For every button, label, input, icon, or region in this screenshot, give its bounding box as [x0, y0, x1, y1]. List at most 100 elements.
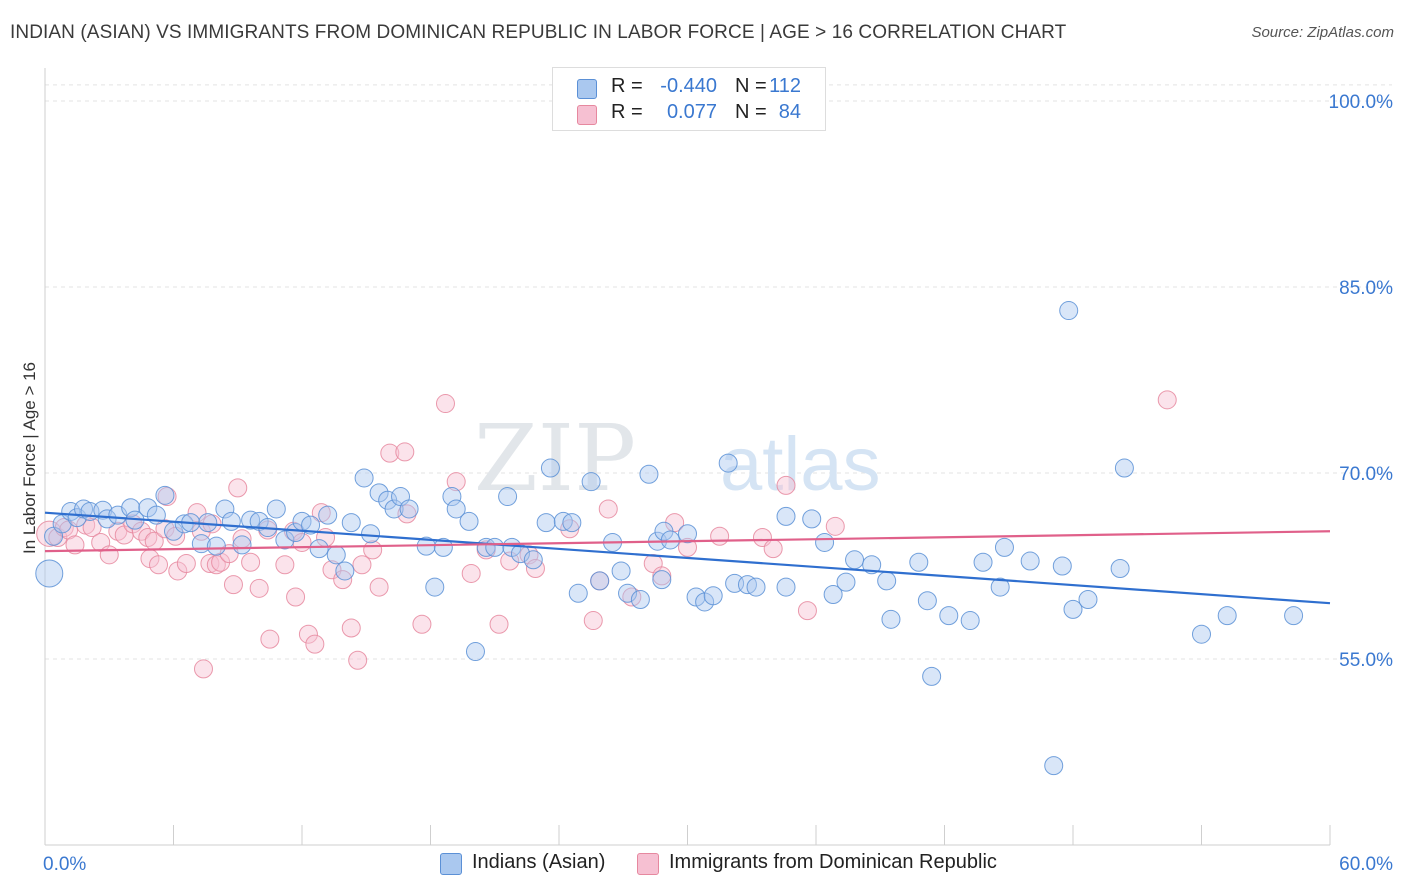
indian-point: [442, 487, 462, 507]
bottom-legend-label: Immigrants from Dominican Republic: [669, 851, 997, 873]
dominican-point: [363, 540, 383, 560]
indian-point: [459, 511, 479, 531]
legend-r-label: R =: [611, 75, 643, 97]
indian-point: [590, 571, 610, 591]
dominican-point: [65, 535, 85, 555]
indian-point: [1192, 624, 1211, 644]
indian-point: [206, 536, 226, 556]
legend-r-value: -0.440: [660, 75, 717, 97]
dominican-point: [461, 563, 481, 583]
data-points: [35, 301, 1304, 776]
indian-point: [1052, 556, 1072, 576]
indian-point: [384, 499, 404, 519]
indian-point: [703, 586, 723, 606]
indian-point: [326, 545, 346, 565]
indian-point: [990, 577, 1010, 597]
bottom-legend-label: Indians (Asian): [472, 851, 606, 873]
tick-labels: 55.0% 70.0% 85.0% 100.0% 0.0% 60.0%: [43, 92, 1393, 875]
indian-point: [1020, 551, 1040, 571]
indian-point: [611, 561, 631, 581]
indian-point: [498, 487, 518, 507]
indian-point: [286, 523, 306, 543]
dominican-point: [298, 624, 318, 644]
bottom-legend-swatch-blue: [440, 853, 462, 875]
watermark: ZIP atlas: [474, 405, 881, 512]
indian-point: [877, 571, 897, 591]
axes: [44, 68, 1331, 846]
indian-point: [823, 585, 843, 605]
indian-point: [232, 535, 252, 555]
y-tick-label: 70.0%: [1339, 464, 1393, 485]
dominican-point: [825, 516, 845, 536]
legend-r-value: 0.077: [666, 101, 717, 123]
legend-n-value: 84: [778, 101, 801, 123]
dominican-point: [710, 526, 730, 546]
indian-point: [536, 513, 556, 533]
legend-n-label: N =: [735, 75, 767, 97]
bottom-legend-swatch-pink: [637, 853, 659, 875]
indian-point: [678, 524, 697, 544]
dominican-point: [241, 552, 261, 572]
dominican-point: [305, 634, 325, 654]
chart-title: INDIAN (ASIAN) VS IMMIGRANTS FROM DOMINI…: [10, 22, 1067, 43]
dominican-point: [380, 443, 400, 463]
indian-point: [1063, 599, 1083, 619]
indian-point: [802, 509, 822, 529]
dominican-point: [395, 442, 415, 462]
indian-point: [215, 499, 235, 519]
indian-point: [630, 589, 650, 609]
dominican-point: [249, 578, 269, 598]
indian-point: [994, 537, 1014, 557]
dominican-point: [352, 555, 372, 575]
indian-point: [361, 524, 381, 544]
watermark-atlas: atlas: [720, 422, 881, 507]
indian-point: [815, 532, 835, 552]
indian-point: [275, 530, 295, 550]
indian-point: [1044, 756, 1064, 776]
indian-point: [1078, 589, 1098, 609]
watermark-zip: ZIP: [474, 405, 636, 512]
indian-point: [523, 550, 543, 570]
dominican-trend-line: [44, 530, 1331, 553]
dominican-point: [776, 475, 796, 495]
y-tick-label: 55.0%: [1339, 650, 1393, 671]
indian-point: [581, 472, 601, 492]
dominican-point: [489, 614, 509, 634]
dominican-point: [678, 537, 697, 557]
gridlines: [45, 84, 1392, 660]
source-credit: Source: ZipAtlas.com: [1251, 24, 1394, 41]
indian-point: [309, 539, 329, 559]
indian-point: [922, 666, 942, 686]
dominican-point: [193, 659, 213, 679]
indian-point: [1114, 458, 1134, 478]
indian-point: [93, 500, 113, 520]
dominican-point: [348, 650, 368, 670]
indian-point: [909, 552, 929, 572]
legend-swatch-pink: [577, 105, 597, 125]
indian-point: [35, 559, 64, 588]
indian-point: [1217, 606, 1237, 626]
indian-point: [341, 513, 361, 533]
dominican-point: [275, 555, 295, 575]
indian-point: [1110, 558, 1130, 578]
indian-point: [433, 537, 453, 557]
indian-point: [660, 530, 680, 550]
indian-point: [399, 499, 419, 519]
dominican-point: [260, 629, 280, 649]
dominican-point: [200, 554, 220, 574]
indian-point: [562, 513, 582, 533]
dominican-point: [598, 499, 618, 519]
y-tick-label: 100.0%: [1329, 92, 1394, 113]
indian-point: [221, 511, 241, 531]
indian-point: [973, 552, 993, 572]
x-tick-label: 0.0%: [43, 854, 86, 875]
indian-point: [301, 515, 321, 535]
dominican-point: [99, 545, 119, 565]
indian-point: [746, 577, 766, 597]
indian-point: [354, 468, 374, 488]
indian-point: [1059, 301, 1079, 321]
indian-point: [465, 642, 485, 662]
dominican-point: [446, 472, 466, 492]
dominican-point: [763, 539, 783, 559]
